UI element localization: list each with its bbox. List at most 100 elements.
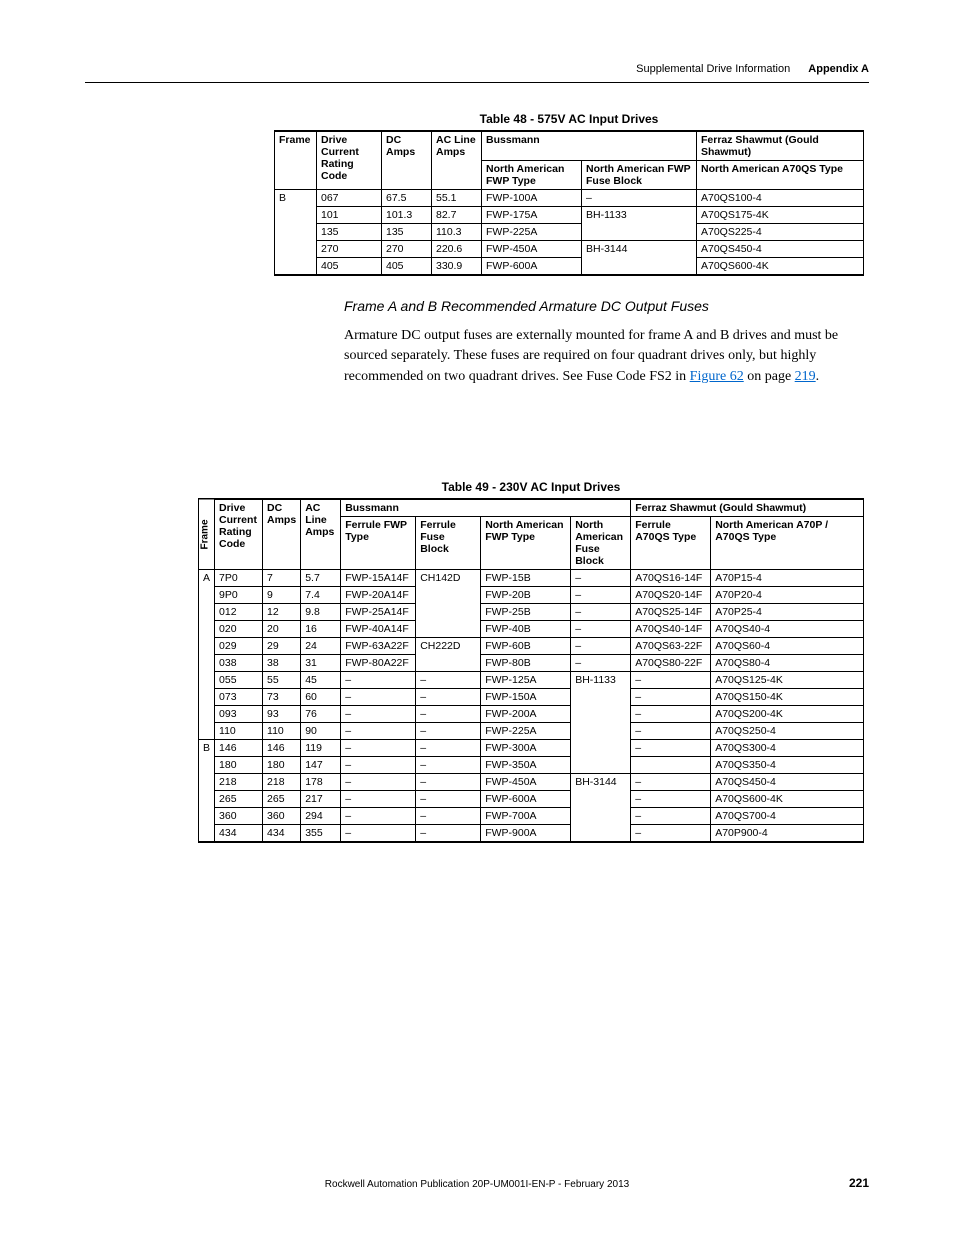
- cell: 38: [263, 655, 301, 672]
- cell: 073: [215, 689, 263, 706]
- cell: 7P0: [215, 570, 263, 587]
- cell: –: [416, 757, 481, 774]
- table-48: Frame Drive Current Rating Code DC Amps …: [274, 130, 864, 276]
- cell: FWP-450A: [482, 241, 582, 258]
- cell: –: [341, 757, 416, 774]
- cell: A70QS450-4: [711, 774, 864, 791]
- th-frame-rotated: Frame: [199, 499, 215, 570]
- cell: BH-3144: [582, 241, 697, 276]
- table-row: 135135110.3FWP-225AA70QS225-4: [275, 224, 864, 241]
- cell: [631, 757, 711, 774]
- cell: 5.7: [301, 570, 341, 587]
- cell: –: [571, 570, 631, 587]
- cell: A70P20-4: [711, 587, 864, 604]
- cell: –: [341, 791, 416, 808]
- table-row: 180180147––FWP-350AA70QS350-4: [199, 757, 864, 774]
- header-rule: [85, 82, 869, 83]
- cell: –: [341, 808, 416, 825]
- th-drive-current: Drive Current Rating Code: [215, 499, 263, 570]
- table-row: 265265217––FWP-600A–A70QS600-4K: [199, 791, 864, 808]
- cell: 055: [215, 672, 263, 689]
- cell: 45: [301, 672, 341, 689]
- th-ferr-a70qs: Ferrule A70QS Type: [631, 517, 711, 570]
- th-na-a70qs: North American A70QS Type: [697, 161, 864, 190]
- cell: 020: [215, 621, 263, 638]
- cell: FWP-40B: [481, 621, 571, 638]
- cell: –: [571, 587, 631, 604]
- page-link[interactable]: 219: [795, 369, 816, 384]
- cell: A70QS225-4: [697, 224, 864, 241]
- cell: 218: [263, 774, 301, 791]
- cell: 135: [317, 224, 382, 241]
- cell: FWP-225A: [481, 723, 571, 740]
- cell: –: [631, 672, 711, 689]
- cell-frame: B: [275, 190, 317, 276]
- cell: FWP-15A14F: [341, 570, 416, 587]
- cell: 82.7: [432, 207, 482, 224]
- cell: FWP-900A: [481, 825, 571, 843]
- th-na-a70p: North American A70P / A70QS Type: [711, 517, 864, 570]
- cell: 178: [301, 774, 341, 791]
- cell: –: [341, 672, 416, 689]
- cell: A70QS80-22F: [631, 655, 711, 672]
- cell: –: [416, 791, 481, 808]
- cell: –: [416, 723, 481, 740]
- cell: CH142D: [416, 570, 481, 638]
- table-row: 0939376––FWP-200A–A70QS200-4K: [199, 706, 864, 723]
- cell: –: [341, 825, 416, 843]
- cell: 012: [215, 604, 263, 621]
- cell: FWP-175A: [482, 207, 582, 224]
- cell: 7.4: [301, 587, 341, 604]
- cell: A70QS25-14F: [631, 604, 711, 621]
- cell: A70QS200-4K: [711, 706, 864, 723]
- cell: BH-3144: [571, 774, 631, 843]
- cell: FWP-40A14F: [341, 621, 416, 638]
- cell: 9: [263, 587, 301, 604]
- header-appendix: Appendix A: [808, 63, 869, 75]
- cell: 038: [215, 655, 263, 672]
- cell: CH222D: [416, 638, 481, 672]
- th-dc-amps: DC Amps: [382, 131, 432, 190]
- cell: A70QS150-4K: [711, 689, 864, 706]
- th-dc-amps: DC Amps: [263, 499, 301, 570]
- cell: A70P25-4: [711, 604, 864, 621]
- cell: –: [571, 655, 631, 672]
- table-row: 0383831FWP-80A22FFWP-80B–A70QS80-22FA70Q…: [199, 655, 864, 672]
- body-paragraph: Armature DC output fuses are externally …: [344, 326, 864, 387]
- cell: 146: [215, 740, 263, 757]
- cell-frame: B: [199, 740, 215, 843]
- cell: 110: [215, 723, 263, 740]
- th-ferraz: Ferraz Shawmut (Gould Shawmut): [631, 499, 864, 517]
- cell: –: [582, 190, 697, 207]
- cell: 360: [215, 808, 263, 825]
- table-49-caption: Table 49 - 230V AC Input Drives: [198, 480, 864, 494]
- cell: –: [571, 638, 631, 655]
- cell: 9.8: [301, 604, 341, 621]
- th-na-fwp-type: North American FWP Type: [482, 161, 582, 190]
- figure-link[interactable]: Figure 62: [690, 369, 744, 384]
- cell: 73: [263, 689, 301, 706]
- cell: 405: [317, 258, 382, 276]
- cell: A70QS40-14F: [631, 621, 711, 638]
- cell: A70QS16-14F: [631, 570, 711, 587]
- cell: 220.6: [432, 241, 482, 258]
- content-lower: Table 49 - 230V AC Input Drives Frame Dr…: [198, 480, 864, 843]
- cell: FWP-25B: [481, 604, 571, 621]
- cell: FWP-125A: [481, 672, 571, 689]
- table-49: Frame Drive Current Rating Code DC Amps …: [198, 498, 864, 843]
- cell: –: [341, 774, 416, 791]
- table-row: A7P075.7FWP-15A14FCH142DFWP-15B–A70QS16-…: [199, 570, 864, 587]
- cell: 76: [301, 706, 341, 723]
- cell: –: [416, 706, 481, 723]
- cell: 16: [301, 621, 341, 638]
- table-row: 9P097.4FWP-20A14FFWP-20B–A70QS20-14FA70P…: [199, 587, 864, 604]
- cell: FWP-200A: [481, 706, 571, 723]
- th-na-fwp-block: North American FWP Fuse Block: [582, 161, 697, 190]
- cell: FWP-60B: [481, 638, 571, 655]
- subheading: Frame A and B Recommended Armature DC Ou…: [344, 298, 864, 314]
- cell: 330.9: [432, 258, 482, 276]
- body-text-2: on page: [744, 369, 795, 384]
- cell: FWP-350A: [481, 757, 571, 774]
- cell: –: [631, 706, 711, 723]
- cell: 60: [301, 689, 341, 706]
